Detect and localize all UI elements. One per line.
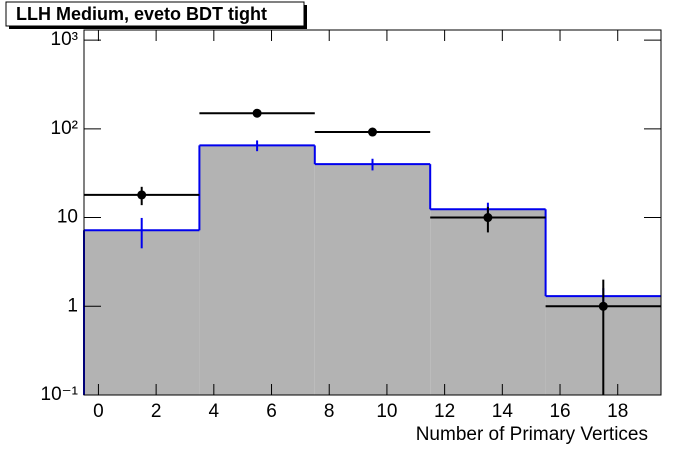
x-tick-label: 18 (607, 401, 628, 422)
y-tick-label: 10³ (51, 29, 78, 50)
x-tick-label: 4 (209, 401, 220, 422)
y-tick-label: 10⁻¹ (41, 384, 79, 405)
x-tick-label: 14 (492, 401, 514, 422)
x-tick-label: 16 (549, 401, 570, 422)
data-point (137, 190, 147, 200)
marks (83, 108, 661, 395)
x-tick-label: 6 (266, 401, 277, 422)
data-point (598, 301, 608, 311)
y-tick-label: 10 (57, 207, 78, 228)
x-axis-label: Number of Primary Vertices (416, 424, 648, 445)
mc-bar (199, 145, 315, 395)
x-tick-label: 10 (376, 401, 397, 422)
x-tick-label: 2 (151, 401, 162, 422)
mc-bar (314, 164, 431, 395)
x-tick-label: 12 (434, 401, 455, 422)
chart-title: LLH Medium, eveto BDT tight (16, 4, 267, 24)
mc-bar (430, 209, 546, 395)
data-point (368, 127, 377, 137)
data-point (483, 213, 493, 223)
data-point (252, 108, 262, 118)
y-tick-label: 1 (67, 295, 78, 316)
y-tick-label: 10² (51, 118, 78, 139)
x-tick-label: 8 (324, 401, 335, 422)
x-tick-label: 0 (93, 401, 104, 422)
title-box (5, 1, 305, 27)
frame (83, 29, 662, 396)
mc-bar (84, 230, 200, 395)
